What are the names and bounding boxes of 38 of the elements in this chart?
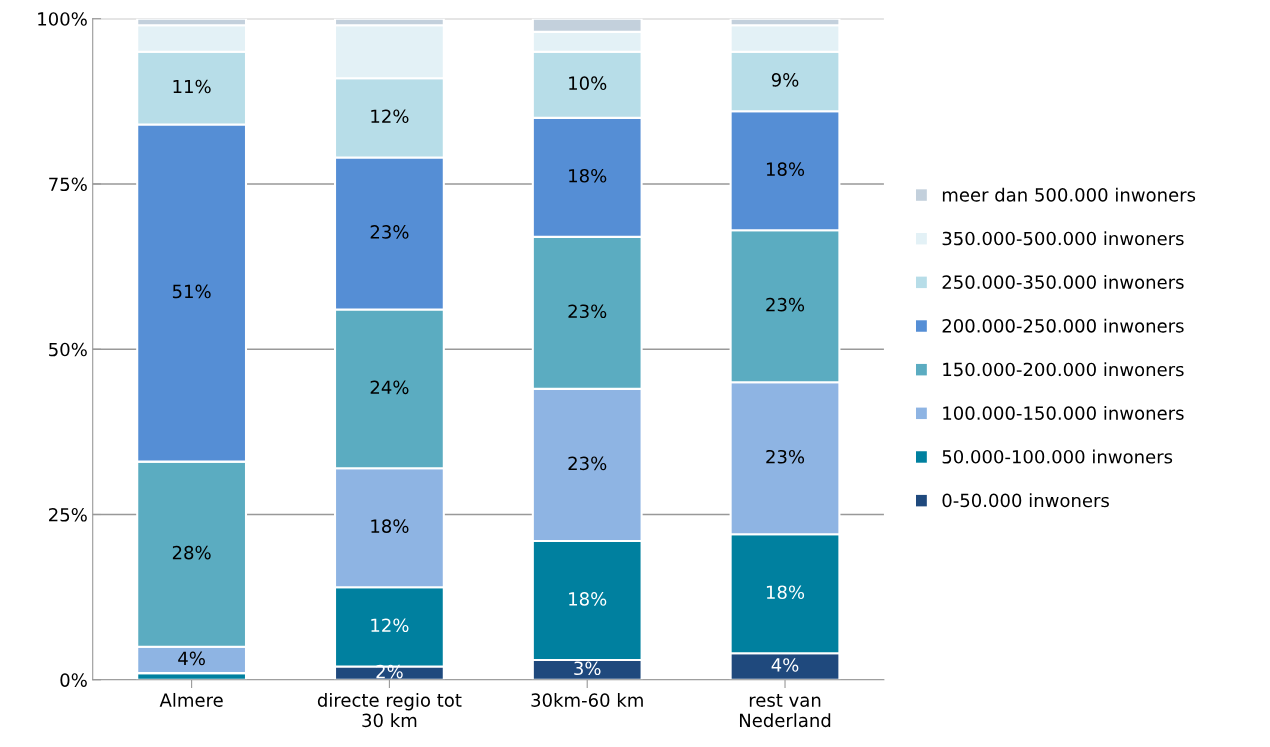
data-label: 4% bbox=[771, 658, 799, 672]
data-label: 10% bbox=[569, 76, 607, 91]
legend-label: 350.000-500.000 inwoners bbox=[942, 231, 1184, 246]
data-label: 12% bbox=[371, 109, 409, 124]
data-label: 28% bbox=[172, 545, 211, 560]
data-label: 11% bbox=[173, 79, 211, 94]
data-label: 18% bbox=[766, 162, 805, 176]
data-label: 4% bbox=[178, 651, 205, 666]
data-label: 3% bbox=[574, 661, 601, 676]
data-label: 12% bbox=[371, 618, 409, 633]
y-tick-label: 75% bbox=[49, 177, 87, 192]
data-label: 18% bbox=[569, 168, 607, 183]
y-tick-label: 100% bbox=[38, 12, 87, 26]
data-label: 23% bbox=[568, 304, 607, 319]
legend-label: 100.000-150.000 inwoners bbox=[943, 405, 1184, 420]
data-label: 24% bbox=[370, 380, 409, 395]
legend-label: 0-50.000 inwoners bbox=[942, 493, 1109, 508]
data-label: 23% bbox=[766, 449, 805, 464]
x-tick-label: rest van Nederland bbox=[739, 694, 831, 728]
legend-label: 200.000-250.000 inwoners bbox=[942, 318, 1184, 333]
legend-label: 50.000-100.000 inwoners bbox=[942, 449, 1173, 464]
legend-label: 250.000-350.000 inwoners bbox=[942, 275, 1184, 289]
data-label: 18% bbox=[569, 592, 607, 606]
y-tick-label: 25% bbox=[49, 507, 87, 522]
data-label: 18% bbox=[371, 519, 409, 533]
data-label: 23% bbox=[370, 225, 409, 239]
legend-label: 150.000-200.000 inwoners bbox=[943, 362, 1184, 377]
x-tick-label: directe regio tot 30 km bbox=[317, 692, 462, 728]
data-label: 23% bbox=[568, 456, 607, 471]
x-tick-label: Almere bbox=[159, 692, 223, 707]
y-tick-label: 50% bbox=[49, 342, 87, 357]
data-label: 18% bbox=[766, 585, 805, 600]
data-label: 9% bbox=[771, 73, 799, 87]
x-tick-label: 30km-60 km bbox=[531, 692, 643, 707]
y-tick-label: 0% bbox=[60, 673, 87, 687]
data-label: 23% bbox=[766, 297, 805, 312]
legend-label: meer dan 500.000 inwoners bbox=[942, 187, 1196, 202]
data-label: 51% bbox=[172, 284, 211, 299]
